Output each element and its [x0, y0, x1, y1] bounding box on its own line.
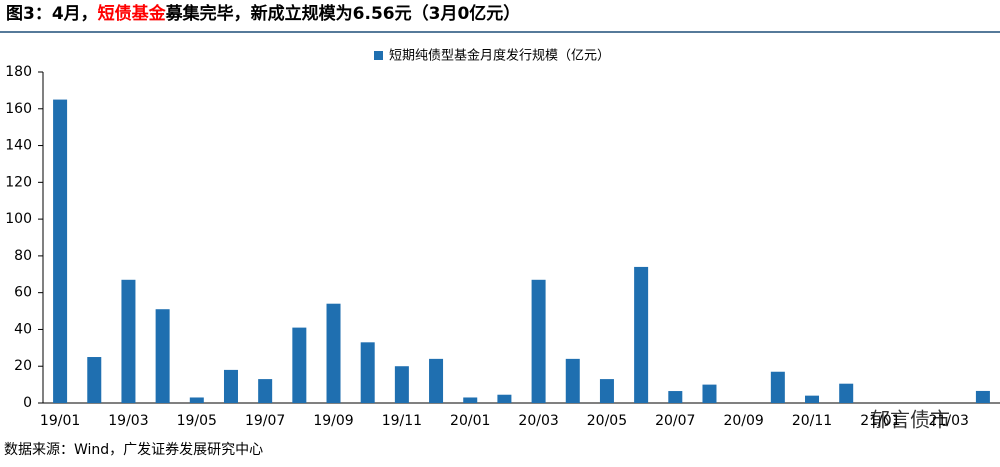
- bar: [770, 371, 785, 403]
- bar: [702, 384, 717, 403]
- x-tick-label: 19/11: [382, 413, 422, 429]
- x-tick-label: 19/01: [40, 413, 80, 429]
- bar: [805, 395, 820, 403]
- bar: [360, 342, 375, 403]
- source: 数据来源：Wind，广发证券发展研究中心: [4, 442, 263, 458]
- bar: [223, 369, 238, 403]
- x-tick-label: 20/09: [723, 413, 763, 429]
- bar: [839, 383, 854, 403]
- x-tick-label: 19/09: [313, 413, 353, 429]
- x-tick-label: 20/05: [587, 413, 627, 429]
- bar: [155, 309, 170, 403]
- legend-swatch: [374, 51, 383, 60]
- y-tick-label: 160: [5, 101, 32, 117]
- x-tick-label: 19/03: [108, 413, 148, 429]
- bar: [121, 279, 136, 403]
- bar: [975, 390, 990, 403]
- title-part: 募集完毕，新成立规模为6.56元（3月0亿元）: [165, 3, 521, 24]
- bar: [531, 279, 546, 403]
- title-part: 图3：4月，: [6, 4, 98, 24]
- x-tick-label: 20/01: [450, 413, 490, 429]
- bar: [53, 99, 68, 403]
- chart-title: 图3：4月，短债基金募集完毕，新成立规模为6.56元（3月0亿元）: [6, 3, 520, 24]
- bar: [87, 357, 102, 403]
- title-part: 短债基金: [98, 3, 167, 24]
- y-tick-label: 40: [14, 321, 32, 337]
- bar: [429, 358, 444, 403]
- y-tick-label: 20: [14, 358, 32, 374]
- y-tick-label: 180: [5, 64, 32, 80]
- bar: [497, 394, 512, 403]
- x-tick-label: 20/07: [655, 413, 695, 429]
- bar: [668, 391, 683, 403]
- x-tick-label: 19/05: [177, 413, 217, 429]
- bar: [189, 397, 204, 403]
- x-tick-label: 21/03: [929, 413, 969, 429]
- bar: [394, 366, 409, 403]
- y-tick-label: 100: [5, 211, 32, 227]
- bar: [326, 303, 341, 403]
- y-tick-label: 60: [14, 285, 32, 301]
- y-tick-label: 120: [5, 174, 32, 190]
- bar: [463, 397, 478, 403]
- y-tick-label: 0: [23, 395, 32, 411]
- x-tick-label: 21/01: [860, 413, 900, 429]
- bar: [258, 379, 273, 403]
- bar: [565, 358, 580, 403]
- x-tick-label: 20/03: [518, 413, 558, 429]
- bar: [292, 327, 307, 403]
- y-tick-label: 140: [5, 138, 32, 154]
- y-tick-label: 80: [14, 248, 32, 264]
- x-tick-label: 20/11: [792, 413, 832, 429]
- bar: [599, 379, 614, 403]
- watermark: 郁言债市: [870, 408, 950, 432]
- legend-label: 短期纯债型基金月度发行规模（亿元）: [389, 48, 610, 64]
- bar: [634, 266, 649, 403]
- x-tick-label: 19/07: [245, 413, 285, 429]
